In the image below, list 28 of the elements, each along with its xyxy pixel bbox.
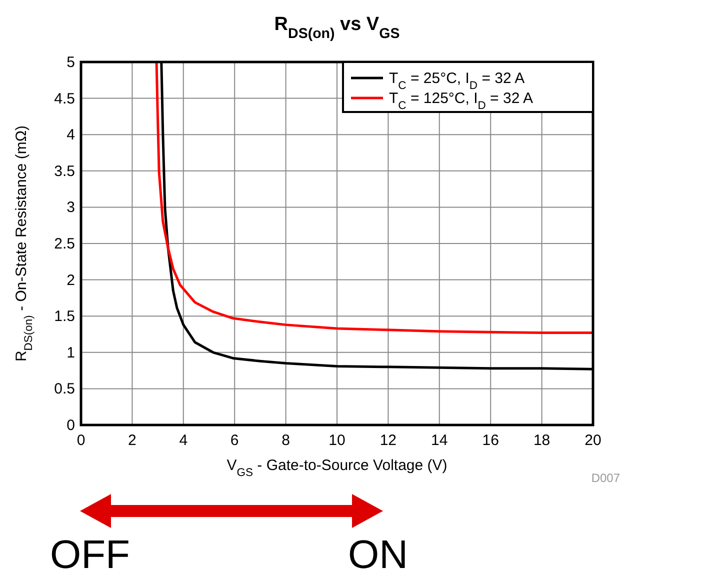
text: D007 — [591, 471, 620, 485]
x-tick-label: 18 — [533, 432, 550, 449]
y-tick-label: 2 — [66, 272, 75, 289]
x-tick-label: 2 — [128, 432, 136, 449]
legend-label: T$_{C}$ = 25°C, I$_{D}$ = 32 A — [389, 70, 525, 92]
x-tick-label: 20 — [584, 432, 602, 449]
text: OFF — [50, 533, 130, 572]
x-tick-label: 16 — [482, 432, 499, 449]
y-tick-label: 3.5 — [54, 162, 75, 180]
y-tick-label: 2.5 — [54, 236, 75, 252]
y-tick-label: 0.5 — [54, 380, 75, 398]
text: ON — [348, 533, 408, 572]
y-tick-label: 4.5 — [54, 90, 75, 108]
y-tick-label: 3 — [66, 199, 75, 216]
y-tick-label: 0 — [66, 417, 75, 434]
y-tick-label: 1.5 — [54, 308, 75, 326]
chart-title: R$_{DS(on)}$ vs V$_{GS}$ — [274, 14, 400, 42]
x-axis-title: V$_{GS}$ - Gate-to-Source Voltage (V) — [226, 457, 448, 479]
x-tick-label: 8 — [282, 432, 290, 449]
x-tick-label: 12 — [380, 432, 397, 449]
y-tick-label: 1 — [66, 344, 75, 362]
y-tick-label: 4 — [66, 126, 75, 144]
x-tick-label: 4 — [179, 432, 188, 449]
x-tick-label: 10 — [328, 432, 346, 449]
x-tick-label: 6 — [230, 432, 239, 449]
legend-label: T$_{C}$ = 125°C, I$_{D}$ = 32 A — [389, 90, 534, 112]
x-tick-label: 14 — [431, 432, 448, 449]
y-tick-label: 5 — [66, 54, 75, 71]
